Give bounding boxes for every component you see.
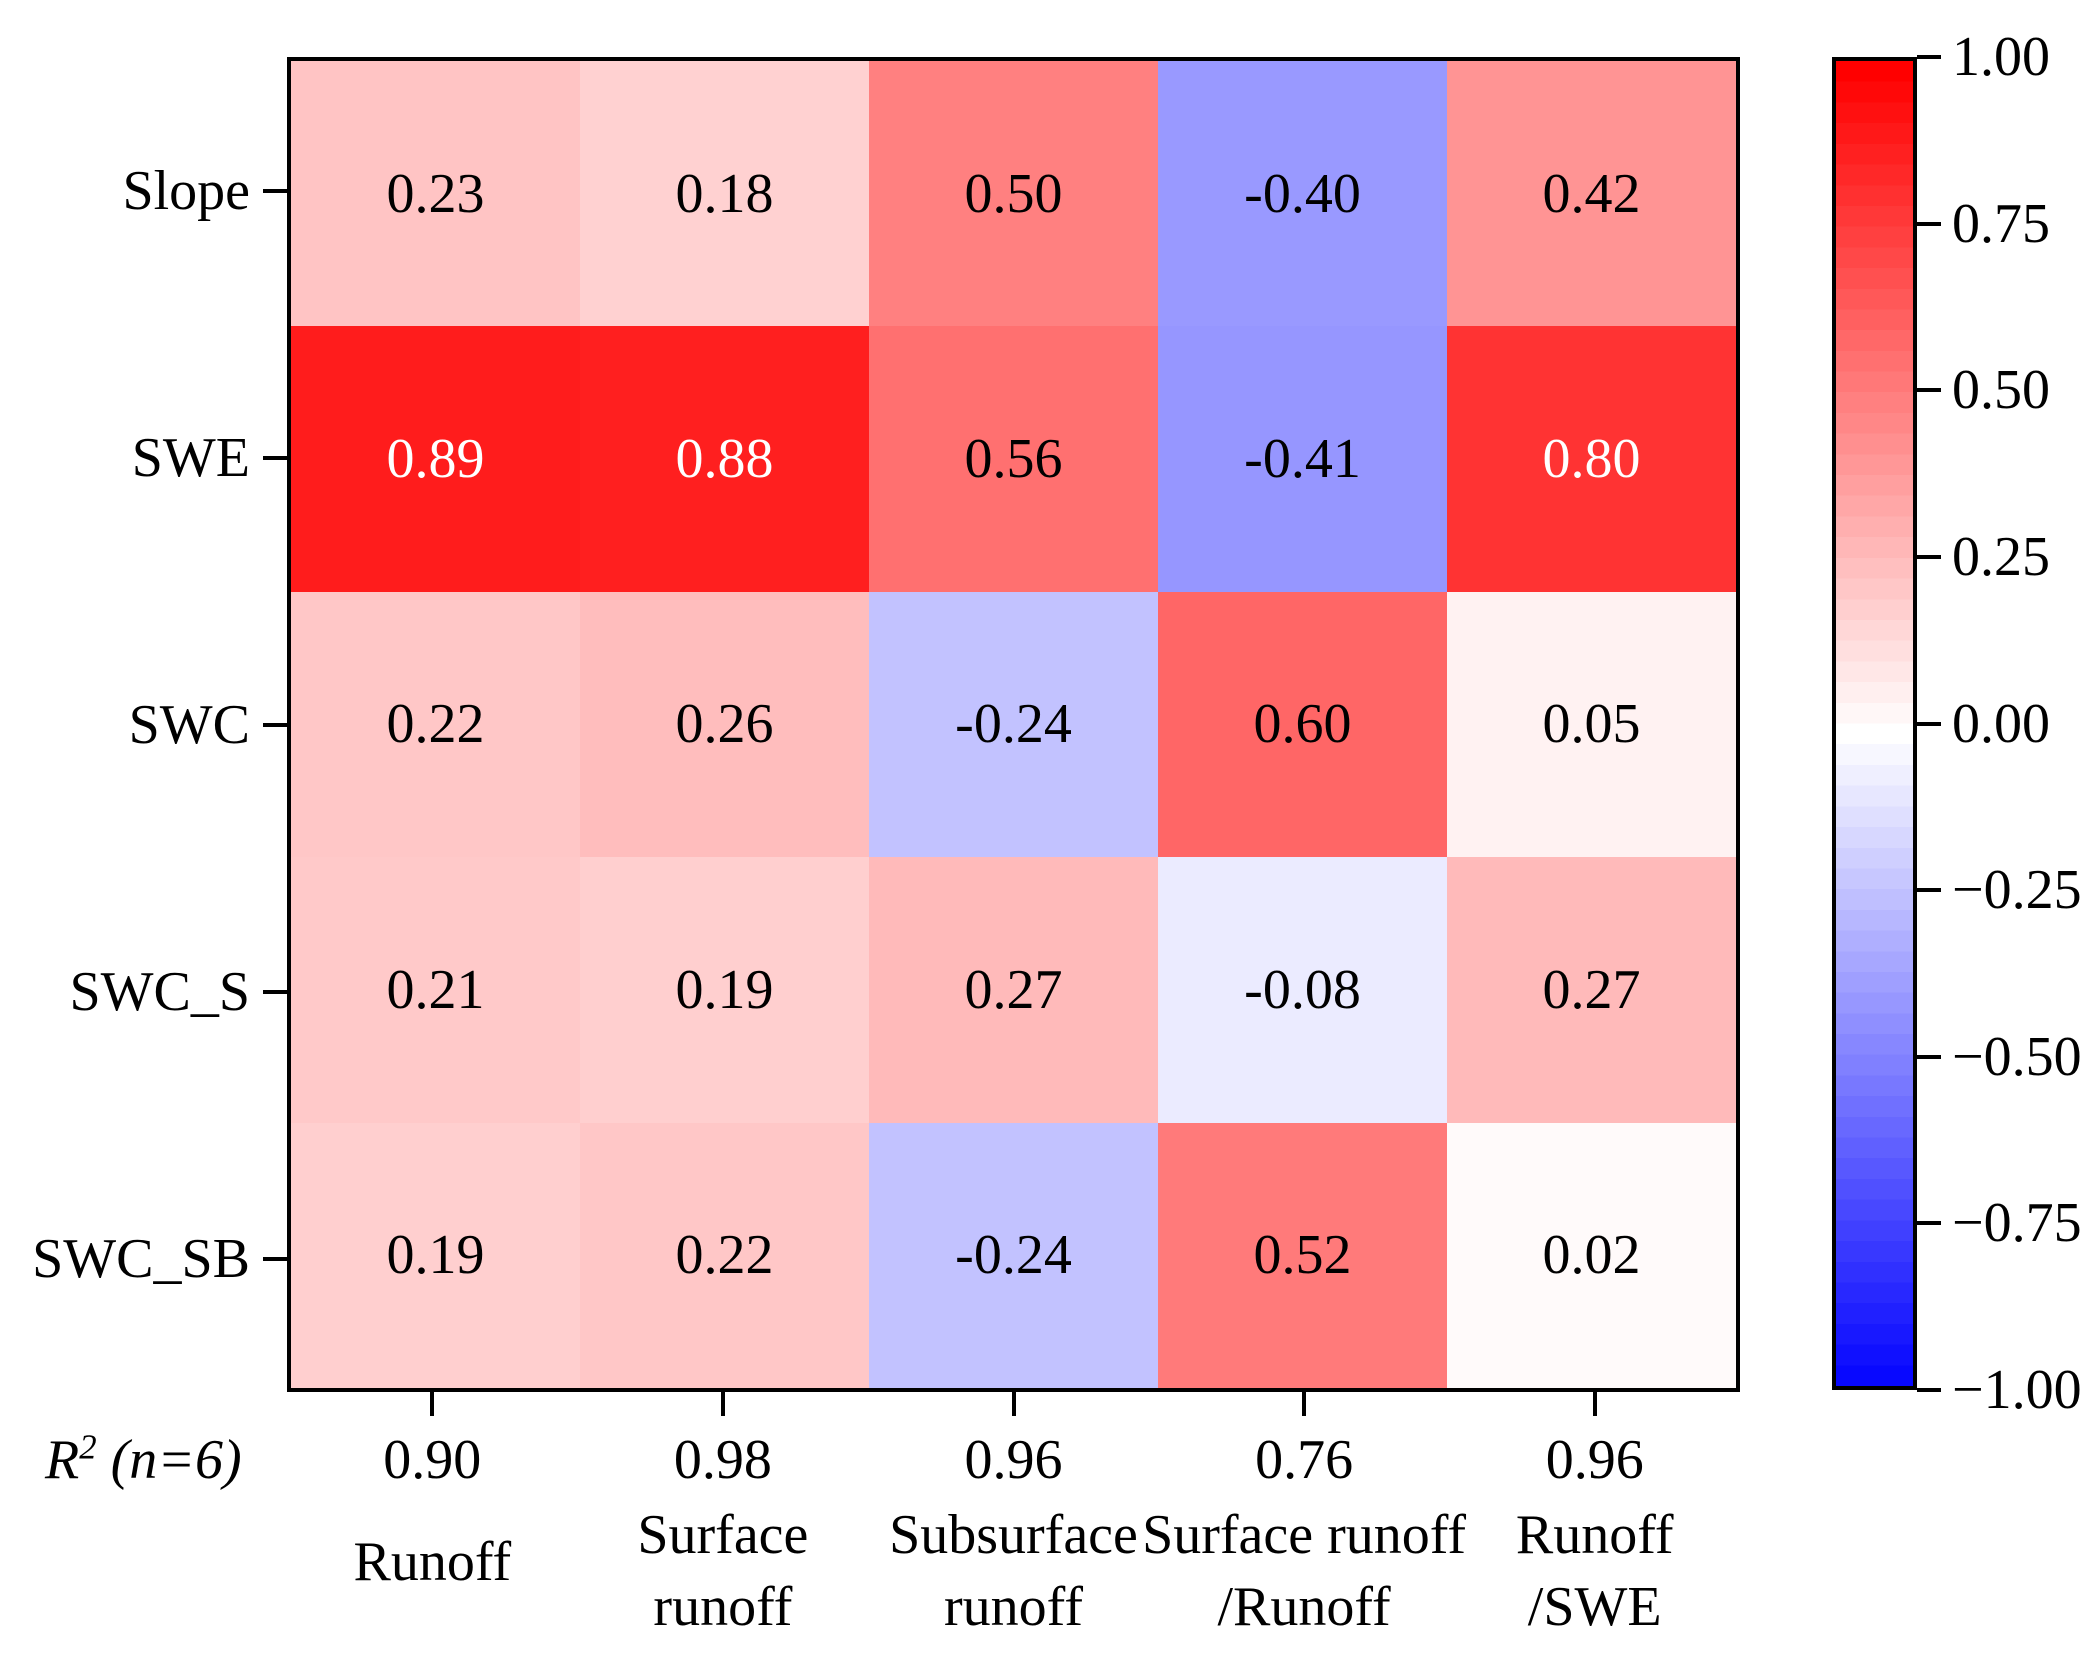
colorbar-tick-label: 0.75 (1952, 192, 2050, 255)
colorbar-tick-label: 0.00 (1952, 692, 2050, 755)
heatmap-cell-Slope-Surface runoff: 0.18 (580, 61, 869, 327)
column-label-line: Surface (637, 1504, 809, 1566)
heatmap-cell-SWC_SB-Surface runoff/Runoff: 0.52 (1158, 1122, 1447, 1388)
heatmap-cell-SWC_SB-Subsurface runoff: -0.24 (869, 1122, 1158, 1388)
colorbar-tick (1917, 721, 1941, 726)
row-label-SWC_SB: SWC_SB (32, 1227, 250, 1290)
colorbar-tick-label: −0.25 (1952, 859, 2082, 922)
row-label-SWC_S: SWC_S (69, 960, 251, 1023)
heatmap-cell-Slope-Surface runoff/Runoff: -0.40 (1158, 61, 1447, 327)
heatmap-cell-SWC_S-Surface runoff: 0.19 (580, 857, 869, 1123)
heatmap-cell-SWC-Surface runoff/Runoff: 0.60 (1158, 591, 1447, 858)
heatmap-cell-SWE-Surface runoff/Runoff: -0.41 (1158, 326, 1447, 592)
column-label-line: Subsurface (889, 1504, 1138, 1566)
y-axis-tick (263, 188, 287, 193)
r-squared-value-Surface runoff/Runoff: 0.76 (1255, 1429, 1354, 1491)
r-squared-label: R2 (n=6) (45, 1424, 242, 1496)
colorbar-tick-label: −1.00 (1952, 1359, 2082, 1421)
column-label-line: runoff (944, 1576, 1083, 1638)
heatmap-cell-SWE-Surface runoff: 0.88 (580, 326, 869, 592)
colorbar-tick (1917, 888, 1941, 893)
y-axis-tick (263, 989, 287, 994)
heatmap-cell-Slope-Subsurface runoff: 0.50 (869, 61, 1158, 327)
x-axis-tick (1011, 1392, 1016, 1416)
column-label-line: runoff (653, 1576, 793, 1638)
r-squared-value-Surface runoff: 0.98 (673, 1429, 772, 1491)
r-squared-value-Subsurface runoff: 0.96 (964, 1429, 1063, 1491)
heatmap-cell-SWC-Runoff: 0.22 (291, 591, 580, 858)
column-label-line: Runoff (1515, 1504, 1674, 1566)
heatmap-cell-SWE-Runoff: 0.89 (291, 326, 580, 592)
y-axis-tick (263, 1256, 287, 1261)
colorbar-tick-label: −0.75 (1952, 1192, 2082, 1255)
heatmap-cell-SWC-Subsurface runoff: -0.24 (869, 591, 1158, 858)
y-axis-tick (263, 722, 287, 727)
column-label-line: Runoff (353, 1531, 512, 1593)
row-label-Slope: Slope (122, 159, 250, 222)
r-squared-rest: (n=6) (96, 1429, 242, 1491)
colorbar-tick (1917, 55, 1941, 59)
r-squared-base: R (45, 1429, 80, 1491)
heatmap-cell-SWC_S-Surface runoff/Runoff: -0.08 (1158, 857, 1447, 1123)
y-axis-tick (263, 455, 287, 460)
x-axis-tick (1302, 1392, 1307, 1416)
colorbar-tick (1917, 1054, 1941, 1059)
colorbar-tick (1917, 1388, 1941, 1392)
heatmap-cell-SWC_S-Subsurface runoff: 0.27 (869, 857, 1158, 1123)
colorbar-tick-label: 1.00 (1952, 26, 2050, 88)
row-label-SWE: SWE (131, 426, 250, 489)
colorbar-tick (1917, 221, 1941, 226)
column-label-line: /SWE (1527, 1576, 1662, 1638)
x-axis-tick (720, 1392, 725, 1416)
heatmap-cell-SWC-Runoff/SWE: 0.05 (1447, 591, 1736, 858)
colorbar-tick-label: 0.50 (1952, 359, 2050, 422)
heatmap-cell-SWC_S-Runoff/SWE: 0.27 (1447, 857, 1736, 1123)
colorbar-tick (1917, 1221, 1941, 1226)
column-label-Runoff: Runoff (353, 1526, 511, 1598)
colorbar-tick (1917, 554, 1941, 559)
heatmap-grid: 0.23 0.18 0.50 -0.40 0.42 0.89 0.88 0.56 -0.41 0.… (287, 57, 1740, 1392)
heatmap-cell-SWE-Runoff/SWE: 0.80 (1447, 326, 1736, 592)
row-label-SWC: SWC (128, 693, 250, 756)
heatmap-cell-SWC_S-Runoff: 0.21 (291, 857, 580, 1123)
heatmap-cell-Slope-Runoff/SWE: 0.42 (1447, 61, 1736, 327)
column-label-Runoff/SWE: Runoff/SWE (1516, 1499, 1674, 1643)
heatmap-cell-SWE-Subsurface runoff: 0.56 (869, 326, 1158, 592)
heatmap-cell-SWC_SB-Surface runoff: 0.22 (580, 1122, 869, 1388)
r-squared-value-Runoff/SWE: 0.96 (1545, 1429, 1644, 1491)
colorbar-tick (1917, 388, 1941, 393)
x-axis-tick (430, 1392, 435, 1416)
heatmap-cell-SWC-Surface runoff: 0.26 (580, 591, 869, 858)
colorbar (1832, 57, 1917, 1390)
heatmap-cell-SWC_SB-Runoff/SWE: 0.02 (1447, 1122, 1736, 1388)
colorbar-tick-label: −0.50 (1952, 1025, 2082, 1088)
column-label-line: Surface runoff (1142, 1504, 1467, 1566)
x-axis-tick (1592, 1392, 1597, 1416)
column-label-Surface runoff: Surface runoff (637, 1499, 808, 1643)
colorbar-tick-label: 0.25 (1952, 525, 2050, 588)
column-label-line: /Runoff (1217, 1576, 1391, 1638)
heatmap-cell-SWC_SB-Runoff: 0.19 (291, 1122, 580, 1388)
column-label-Surface runoff/Runoff: Surface runoff/Runoff (1142, 1499, 1466, 1643)
r-squared-value-Runoff: 0.90 (383, 1429, 482, 1491)
r-squared-sup: 2 (79, 1427, 97, 1467)
heatmap-cell-Slope-Runoff: 0.23 (291, 61, 580, 327)
column-label-Subsurface runoff: Subsurface runoff (889, 1499, 1138, 1643)
